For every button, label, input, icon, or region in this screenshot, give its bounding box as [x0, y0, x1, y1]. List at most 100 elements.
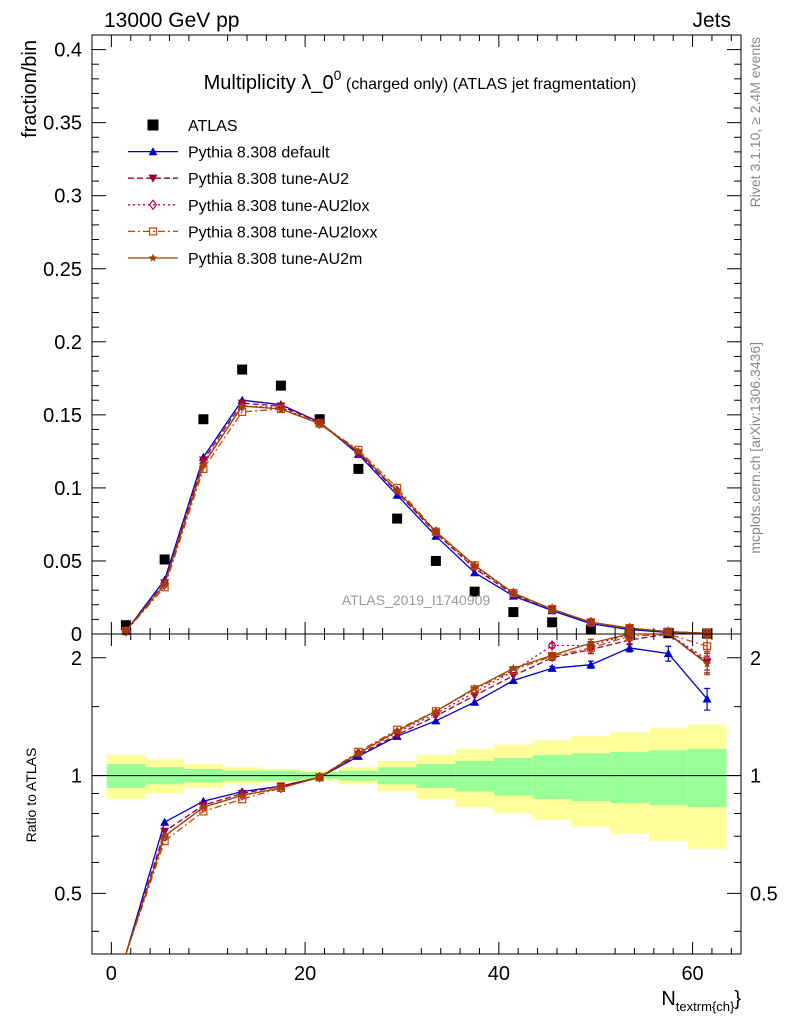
- data-point: [585, 624, 596, 635]
- ratio-point: [586, 638, 596, 647]
- side-text-rivet: Rivet 3.1.10, ≥ 2.4M events: [747, 37, 763, 207]
- y-axis-label-top: fraction/bin: [19, 40, 41, 138]
- legend-label: Pythia 8.308 tune-AU2m: [188, 251, 362, 268]
- legend-marker: [148, 227, 158, 236]
- data-point: [586, 617, 596, 626]
- series-5-ratio: [125, 629, 712, 955]
- ratio-point: [315, 772, 324, 781]
- legend-label: Pythia 8.308 tune-AU2loxx: [188, 224, 377, 241]
- ratio-point: [702, 642, 712, 651]
- y-tick-label-top: 0.3: [54, 186, 82, 208]
- ratio-line: [125, 633, 708, 955]
- legend-marker: [148, 253, 158, 262]
- band-inner: [493, 757, 533, 796]
- data-point: [121, 626, 131, 635]
- side-text-mcplots: mcplots.cern.ch [arXiv:1306.3436]: [747, 342, 763, 554]
- legend-item: ATLAS: [147, 118, 238, 135]
- ratio-line: [125, 647, 708, 955]
- legend: ATLAS Pythia 8.308 default Pythia 8.308 tu…: [128, 118, 377, 268]
- legend-item: Pythia 8.308 tune-AU2: [128, 171, 349, 188]
- y-tick-label-top: 0.35: [43, 113, 82, 135]
- y-tick-label-top: 0.05: [43, 551, 82, 573]
- legend-marker: [148, 174, 158, 183]
- ratio-tick-label-right: 1: [750, 766, 761, 788]
- ratio-point: [470, 697, 480, 706]
- data-point: [431, 527, 441, 536]
- data-point: [392, 513, 403, 524]
- x-axis-label: Ntextrm{ch}}: [661, 988, 741, 1014]
- ratio-point: [625, 629, 634, 638]
- ratio-point: [354, 748, 363, 757]
- series-line: [125, 405, 708, 634]
- ratio-line: [125, 633, 708, 955]
- y-tick-label-top: 0.2: [54, 332, 82, 354]
- data-point: [199, 460, 208, 469]
- band-inner: [648, 750, 688, 806]
- ratio-point: [586, 660, 596, 669]
- ratio-point: [199, 802, 208, 811]
- y-tick-label-top: 0.4: [54, 40, 82, 62]
- ratio-point: [663, 649, 673, 658]
- data-point: [354, 446, 363, 455]
- data-point: [159, 554, 170, 565]
- y-tick-label-top: 0.1: [54, 478, 82, 500]
- ratio-point: [237, 790, 247, 799]
- ratio-point: [547, 639, 557, 651]
- y-tick-label-top: 0.15: [43, 405, 82, 427]
- header-left: 13000 GeV pp: [104, 9, 239, 32]
- band-inner: [610, 751, 649, 804]
- data-point: [547, 604, 557, 613]
- y-axis-label-bottom: Ratio to ATLAS: [23, 748, 39, 843]
- x-tick-label: 0: [106, 963, 117, 985]
- data-point: [392, 486, 402, 495]
- watermark: ATLAS_2019_I1740909: [342, 592, 491, 608]
- ratio-point: [625, 643, 635, 652]
- data-point: [275, 380, 286, 391]
- ratio-point: [509, 663, 518, 672]
- ratio-point: [392, 726, 402, 735]
- axes-ticks: 0 20 40 60 0 0.05 0.1 0.15 0.2 0.25 0.3 0.35 0.4 0.5 0…: [43, 35, 778, 985]
- ratio-point: [547, 663, 557, 672]
- data-point: [353, 463, 364, 474]
- legend-label: Pythia 8.308 tune-AU2lox: [188, 198, 369, 215]
- legend-label: Pythia 8.308 tune-AU2: [188, 171, 349, 188]
- y-tick-label-top: 0.25: [43, 259, 82, 281]
- data-point: [547, 617, 558, 628]
- chart-title: Multiplicity λ_00 (charged only) (ATLAS …: [204, 67, 637, 94]
- ratio-point: [702, 659, 712, 668]
- ratio-point: [276, 783, 286, 792]
- x-tick-label: 20: [294, 963, 316, 985]
- data-point: [470, 560, 479, 569]
- data-point: [120, 620, 131, 631]
- x-tick-label: 40: [488, 963, 510, 985]
- legend-marker: [148, 199, 158, 211]
- ratio-tick-label-left: 2: [71, 648, 82, 670]
- ratio-tick-label-left: 1: [71, 766, 82, 788]
- bottom-panel: Ratio to ATLAS: [23, 629, 742, 955]
- series-line: [125, 399, 708, 635]
- legend-label: Pythia 8.308 default: [188, 145, 330, 162]
- band-inner: [571, 753, 611, 802]
- x-tick-label: 60: [681, 963, 703, 985]
- data-point: [198, 414, 209, 425]
- data-point: [315, 419, 324, 428]
- legend-item: Pythia 8.308 tune-AU2lox: [128, 198, 369, 215]
- data-point: [160, 579, 169, 588]
- band-inner: [687, 748, 727, 808]
- ratio-point: [160, 817, 170, 826]
- bottom-frame: [91, 633, 742, 955]
- data-point: [508, 607, 519, 618]
- header-right: Jets: [692, 9, 731, 32]
- data-point: [276, 404, 286, 413]
- data-point: [702, 628, 712, 637]
- uncertainty-bands: [106, 724, 727, 849]
- data-point: [509, 588, 518, 597]
- data-point: [237, 401, 247, 410]
- ratio-tick-label-left: 0.5: [54, 883, 82, 905]
- ratio-point: [160, 831, 169, 840]
- legend-marker: [147, 119, 159, 131]
- data-point: [237, 364, 248, 375]
- legend-item: Pythia 8.308 tune-AU2m: [128, 251, 362, 268]
- ratio-point: [702, 694, 712, 703]
